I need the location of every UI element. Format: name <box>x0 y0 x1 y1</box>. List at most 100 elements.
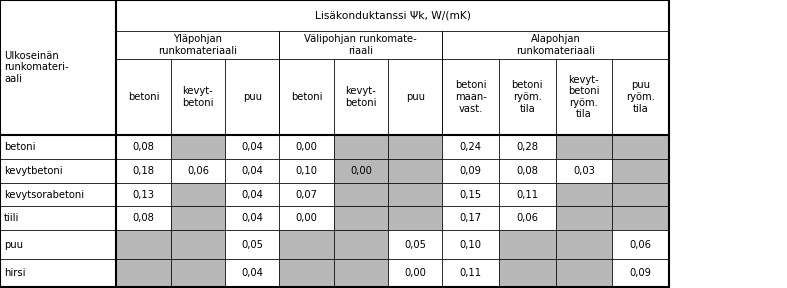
Bar <box>442 31 669 59</box>
Text: 0,09: 0,09 <box>630 268 652 278</box>
Text: 0,10: 0,10 <box>460 240 482 250</box>
Bar <box>279 230 334 259</box>
Bar <box>0 183 116 206</box>
Bar <box>442 259 499 287</box>
Bar <box>556 135 612 159</box>
Bar <box>556 59 612 135</box>
Text: kevyt-
betoni: kevyt- betoni <box>345 86 377 108</box>
Bar <box>388 206 442 230</box>
Bar <box>225 135 279 159</box>
Bar <box>388 59 442 135</box>
Text: kevytbetoni: kevytbetoni <box>4 166 62 176</box>
Bar <box>556 259 612 287</box>
Text: 0,10: 0,10 <box>296 166 317 176</box>
Text: kevyt-
betoni: kevyt- betoni <box>182 86 214 108</box>
Bar <box>388 183 442 206</box>
Text: 0,06: 0,06 <box>187 166 209 176</box>
Bar <box>225 230 279 259</box>
Bar <box>279 159 334 183</box>
Bar <box>334 183 388 206</box>
Text: 0,04: 0,04 <box>242 190 263 200</box>
Text: Lisäkonduktanssi Ψk, W/(mK): Lisäkonduktanssi Ψk, W/(mK) <box>315 11 471 20</box>
Bar <box>388 230 442 259</box>
Text: betoni: betoni <box>290 92 323 102</box>
Bar <box>556 159 612 183</box>
Text: 0,06: 0,06 <box>516 213 538 223</box>
Bar <box>442 135 499 159</box>
Bar <box>556 230 612 259</box>
Bar <box>171 259 225 287</box>
Text: puu
ryöm.
tila: puu ryöm. tila <box>626 80 655 114</box>
Text: Yläpohjan
runkomateriaali: Yläpohjan runkomateriaali <box>158 35 238 56</box>
Bar <box>225 259 279 287</box>
Text: betoni: betoni <box>4 142 35 152</box>
Bar <box>116 31 279 59</box>
Text: 0,03: 0,03 <box>573 166 595 176</box>
Text: 0,24: 0,24 <box>460 142 482 152</box>
Bar <box>442 159 499 183</box>
Text: puu: puu <box>405 92 425 102</box>
Text: 0,04: 0,04 <box>242 268 263 278</box>
Bar <box>279 259 334 287</box>
Text: 0,18: 0,18 <box>133 166 154 176</box>
Bar <box>116 159 171 183</box>
Bar <box>279 135 334 159</box>
Bar <box>442 230 499 259</box>
Bar <box>612 59 669 135</box>
Bar <box>499 135 556 159</box>
Bar <box>499 259 556 287</box>
Bar <box>612 183 669 206</box>
Text: 0,04: 0,04 <box>242 142 263 152</box>
Text: betoni: betoni <box>127 92 160 102</box>
Bar <box>0 135 116 159</box>
Bar <box>116 259 171 287</box>
Text: 0,00: 0,00 <box>405 268 426 278</box>
Bar <box>116 0 669 31</box>
Bar <box>499 206 556 230</box>
Bar <box>0 0 116 135</box>
Bar <box>225 159 279 183</box>
Bar <box>0 230 116 259</box>
Bar <box>116 206 171 230</box>
Bar <box>171 183 225 206</box>
Text: 0,00: 0,00 <box>296 213 317 223</box>
Text: 0,07: 0,07 <box>296 190 317 200</box>
Bar <box>279 183 334 206</box>
Bar <box>499 183 556 206</box>
Bar <box>171 159 225 183</box>
Bar <box>116 183 171 206</box>
Bar <box>171 230 225 259</box>
Bar <box>279 31 442 59</box>
Bar <box>612 135 669 159</box>
Text: 0,28: 0,28 <box>516 142 538 152</box>
Bar <box>442 59 499 135</box>
Bar <box>116 59 171 135</box>
Text: puu: puu <box>4 240 23 250</box>
Text: 0,00: 0,00 <box>350 166 371 176</box>
Bar <box>116 135 171 159</box>
Bar <box>171 206 225 230</box>
Bar <box>116 230 171 259</box>
Bar <box>225 59 279 135</box>
Text: 0,05: 0,05 <box>242 240 263 250</box>
Text: 0,08: 0,08 <box>133 213 154 223</box>
Bar <box>499 159 556 183</box>
Text: tiili: tiili <box>4 213 20 223</box>
Bar <box>225 206 279 230</box>
Text: 0,13: 0,13 <box>133 190 154 200</box>
Bar <box>442 183 499 206</box>
Bar <box>388 135 442 159</box>
Bar <box>171 59 225 135</box>
Text: 0,17: 0,17 <box>460 213 482 223</box>
Bar <box>0 159 116 183</box>
Bar <box>334 206 388 230</box>
Text: 0,05: 0,05 <box>405 240 426 250</box>
Bar <box>388 259 442 287</box>
Bar <box>334 59 388 135</box>
Bar <box>334 230 388 259</box>
Text: betoni
ryöm.
tila: betoni ryöm. tila <box>512 80 543 114</box>
Bar <box>334 159 388 183</box>
Text: puu: puu <box>242 92 262 102</box>
Text: 0,09: 0,09 <box>460 166 482 176</box>
Bar <box>171 135 225 159</box>
